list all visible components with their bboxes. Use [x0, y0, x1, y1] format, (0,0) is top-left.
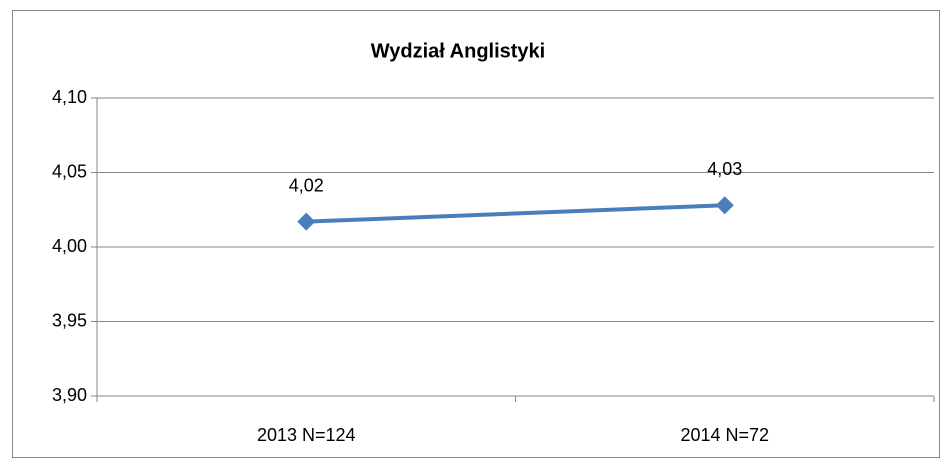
y-tick-label: 4,00 [52, 236, 87, 256]
marker [297, 212, 316, 231]
x-tick-label: 2014 N=72 [680, 425, 769, 445]
x-tick-label: 2013 N=124 [257, 425, 356, 445]
data-label: 4,03 [707, 159, 742, 179]
y-tick-label: 4,10 [52, 87, 87, 107]
y-tick-label: 3,90 [52, 385, 87, 405]
y-tick-label: 3,95 [52, 310, 87, 330]
y-tick-label: 4,05 [52, 161, 87, 181]
chart-border [12, 10, 940, 458]
data-label: 4,02 [289, 175, 324, 195]
series-line [306, 203, 725, 224]
marker [715, 196, 734, 215]
chart-title: Wydział Anglistyki [371, 40, 545, 62]
